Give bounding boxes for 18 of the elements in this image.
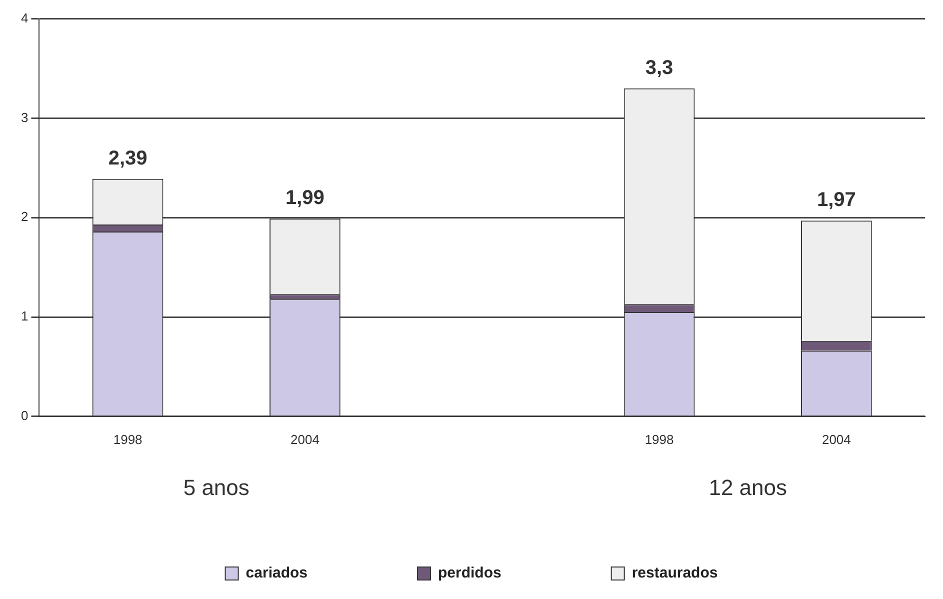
total-label: 3,3 xyxy=(645,56,674,79)
text: 12 anos xyxy=(708,475,787,500)
legend-label: cariados xyxy=(246,564,308,582)
total-label: 1,97 xyxy=(816,189,856,212)
y-tick-label: 1 xyxy=(20,308,28,324)
x-tick-label: 1998 xyxy=(113,432,142,447)
legend-label: perdidos xyxy=(438,564,502,582)
y-tick-label: 4 xyxy=(20,10,28,26)
total-label: 2,39 xyxy=(108,147,148,170)
legend-label: restaurados xyxy=(632,564,718,582)
total-label: 1,99 xyxy=(285,187,324,210)
y-tick-label: 3 xyxy=(20,110,28,125)
x-tick-label: 2004 xyxy=(290,432,320,447)
y-tick-label: 2 xyxy=(20,209,28,224)
x-tick-label: 1998 xyxy=(644,432,674,447)
y-tick-label: 0 xyxy=(20,408,28,423)
x-tick-label: 2004 xyxy=(822,432,851,447)
text: 5 anos xyxy=(183,475,250,500)
